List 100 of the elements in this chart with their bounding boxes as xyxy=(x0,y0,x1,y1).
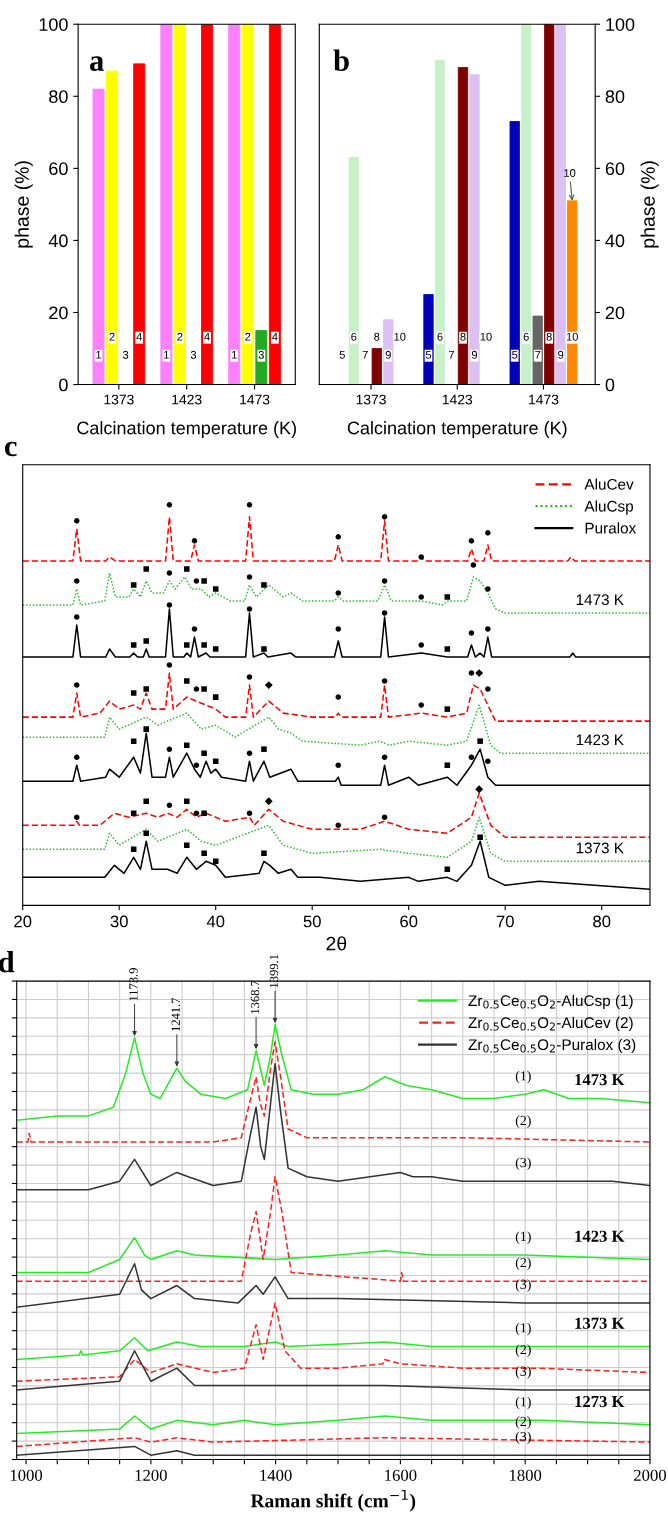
series-label: 10 xyxy=(566,332,578,341)
x-tick-label: 1800 xyxy=(509,1469,542,1481)
x-tick-label: 1473 xyxy=(529,394,559,405)
point xyxy=(183,742,190,748)
point xyxy=(73,578,80,584)
bar xyxy=(383,319,394,385)
bar xyxy=(228,24,241,385)
text: 3 xyxy=(122,350,129,359)
point xyxy=(73,814,80,821)
annotation: (3) xyxy=(515,1366,531,1379)
annotation: 1423 K xyxy=(575,1230,625,1242)
text: 10 xyxy=(394,332,406,341)
point xyxy=(264,797,273,806)
x-tick-label: 1000 xyxy=(10,1469,43,1481)
point xyxy=(191,538,198,544)
bar xyxy=(173,24,186,385)
y-tick-label: 80 xyxy=(49,90,68,104)
point xyxy=(475,669,484,677)
y-axis-title: phase (%) xyxy=(640,161,659,248)
y-tick-label: 0 xyxy=(605,378,615,392)
point xyxy=(468,538,475,544)
point xyxy=(166,802,173,809)
point xyxy=(468,630,475,636)
series-label: 9 xyxy=(558,350,564,359)
legend-label: Zr$_{0.5}$Ce$_{0.5}$O$_{2}$-Puralox (3) xyxy=(468,1038,636,1054)
annotation: 1423 K xyxy=(576,734,624,746)
annotation: (2) xyxy=(515,1344,531,1358)
y-tick-label: 100 xyxy=(606,18,635,31)
text: 8 xyxy=(374,332,380,341)
point xyxy=(143,566,150,572)
annotation: 10 xyxy=(564,169,576,177)
legend-label: Puralox xyxy=(585,522,637,534)
annotation: 1473 K xyxy=(576,594,624,606)
bar xyxy=(160,24,173,385)
point xyxy=(191,626,198,632)
legend-label: AluCev xyxy=(584,478,634,490)
series-label: 6 xyxy=(523,332,529,341)
point xyxy=(166,502,173,508)
x-tick-label: 80 xyxy=(593,915,611,928)
x-axis-title: 2θ xyxy=(326,936,347,951)
series-label: 2 xyxy=(177,332,183,341)
point xyxy=(193,686,200,692)
point xyxy=(130,642,137,648)
legend-label: AluCsp xyxy=(584,500,634,515)
x-tick-label: 2000 xyxy=(634,1469,666,1481)
bar xyxy=(509,121,520,385)
legend-label: Zr$_{0.5}$Ce$_{0.5}$O$_{2}$-AluCev (2) xyxy=(468,1016,633,1032)
text: 9 xyxy=(471,350,478,359)
annotation: (1) xyxy=(515,1396,531,1410)
annotation: (2) xyxy=(515,1257,531,1271)
x-tick-label: 1600 xyxy=(385,1469,417,1481)
point xyxy=(201,686,207,692)
y-tick-label: 20 xyxy=(49,306,68,320)
x-tick-label: 50 xyxy=(303,915,321,928)
text: b xyxy=(333,49,349,71)
point xyxy=(485,586,491,592)
x-tick-label: 1423 xyxy=(442,394,473,405)
y-axis-title: phase (%) xyxy=(14,161,33,248)
text: 1 xyxy=(231,350,237,359)
point xyxy=(73,754,80,760)
text: 6 xyxy=(437,332,443,341)
point xyxy=(143,798,150,805)
y-tick-label: 0 xyxy=(59,378,68,392)
point xyxy=(477,834,483,841)
annotation: 1373 K xyxy=(575,1317,625,1329)
x-tick-label: 1400 xyxy=(260,1469,292,1481)
point xyxy=(166,570,173,576)
y-tick-label: 60 xyxy=(605,162,625,176)
bar xyxy=(457,67,469,385)
annotation: (1) xyxy=(515,1070,531,1084)
point xyxy=(335,534,342,540)
annotation: 1373 K xyxy=(576,842,624,854)
point xyxy=(477,738,483,744)
point xyxy=(485,530,491,536)
text: 6 xyxy=(351,332,357,341)
text: 4 xyxy=(136,332,142,341)
text: 5 xyxy=(339,350,345,359)
series-label: 3 xyxy=(258,350,264,359)
point xyxy=(475,785,484,794)
annotation: 1473 K xyxy=(575,1074,625,1086)
bar xyxy=(567,200,578,385)
text: a xyxy=(89,56,104,71)
x-tick-label: 30 xyxy=(110,915,128,928)
point xyxy=(418,594,425,600)
point xyxy=(212,646,219,652)
text: 7 xyxy=(362,350,368,359)
point xyxy=(264,681,273,690)
x-tick-label: 20 xyxy=(14,915,32,928)
y-tick-label: 100 xyxy=(39,18,68,31)
point xyxy=(485,626,491,632)
annotation: (3) xyxy=(515,1157,531,1171)
y-tick-label: 40 xyxy=(605,234,625,248)
point xyxy=(212,694,219,700)
bar xyxy=(423,294,434,385)
point xyxy=(193,762,200,768)
point xyxy=(73,682,80,688)
annotation: (1) xyxy=(515,1231,531,1244)
x-axis-title: Calcination temperature (K) xyxy=(347,421,567,438)
bar xyxy=(201,24,214,385)
text: 10 xyxy=(480,332,492,341)
